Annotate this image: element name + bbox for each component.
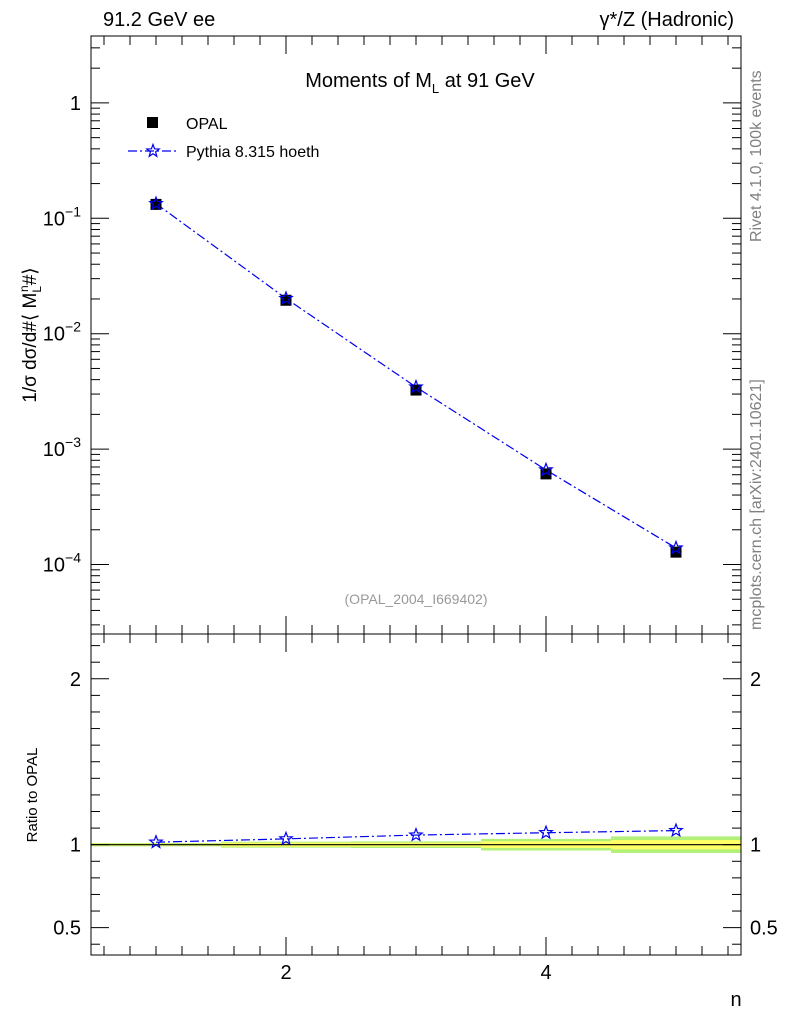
pythia-point (668, 539, 684, 555)
ratio-y-tick-label-left: 2 (70, 669, 81, 691)
ratio-point (668, 822, 684, 838)
ratio-point (148, 833, 164, 849)
legend-pythia-marker (145, 142, 161, 158)
main-y-axis-label: 1/σ dσ/d#⟨ MLn#⟩ (17, 267, 44, 402)
pythia-markers (148, 195, 684, 555)
y-tick-label: 10−4 (43, 550, 81, 577)
ratio-y-tick-labels: 2 2 1 1 0.5 0.5 (53, 669, 778, 940)
header-channel-label: γ*/Z (Hadronic) (599, 9, 734, 31)
pythia-series-line (155, 203, 677, 549)
y-tick-label: 1 (70, 93, 81, 115)
x-axis-label: n (730, 989, 741, 1011)
opal-point (540, 468, 552, 480)
header-process-label: 91.2 GeV ee (103, 9, 216, 31)
axis-ticks (91, 36, 741, 955)
analysis-id-annotation: (OPAL_2004_I669402) (345, 591, 488, 607)
y-tick-label: 10−2 (43, 319, 81, 346)
legend-pythia-label: Pythia 8.315 hoeth (186, 144, 319, 161)
ratio-y-tick-label-right: 0.5 (750, 918, 778, 940)
ratio-y-tick-label-left: 0.5 (53, 918, 81, 940)
y-tick-label: 10−1 (43, 203, 81, 230)
x-tick-label: 2 (280, 962, 291, 984)
plot-title: Moments of ML at 91 GeV (305, 70, 535, 96)
pythia-point (278, 290, 294, 306)
ratio-y-tick-label-right: 1 (750, 835, 761, 857)
legend-opal-label: OPAL (186, 116, 228, 133)
opal-markers (150, 198, 682, 558)
ratio-markers (148, 822, 684, 849)
ratio-point (538, 824, 554, 840)
pythia-point (408, 378, 424, 394)
opal-point (670, 546, 682, 558)
ratio-point (408, 826, 424, 842)
ratio-panel-frame (90, 633, 742, 956)
legend-star-shape (145, 142, 161, 158)
pythia-point (538, 461, 554, 477)
pythia-point (148, 195, 164, 211)
y-tick-label: 10−3 (43, 434, 81, 461)
ratio-y-tick-label-left: 1 (70, 835, 81, 857)
ratio-series-line (155, 829, 677, 843)
opal-point (150, 198, 162, 210)
legend: OPAL Pythia 8.315 hoeth (128, 116, 319, 161)
ratio-point (278, 830, 294, 846)
main-y-tick-labels: 1 10−1 10−2 10−3 10−4 (43, 93, 81, 577)
ratio-y-tick-label-right: 2 (750, 669, 761, 691)
x-tick-label: 4 (540, 962, 551, 984)
legend-opal-marker (147, 117, 158, 128)
ratio-y-axis-label: Ratio to OPAL (24, 748, 41, 843)
opal-point (280, 294, 292, 306)
